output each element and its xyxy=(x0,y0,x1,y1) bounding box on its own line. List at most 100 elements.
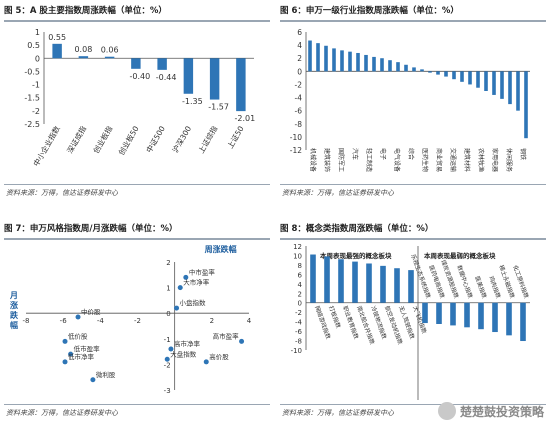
data-label: 0.06 xyxy=(101,46,119,55)
bar xyxy=(516,71,520,111)
point-label: 小盘指数 xyxy=(180,298,207,307)
bar xyxy=(78,56,89,59)
data-label: 0.08 xyxy=(74,45,92,54)
data-label: -2.01 xyxy=(235,114,256,123)
data-label: -1.35 xyxy=(182,97,203,106)
bar xyxy=(408,270,414,303)
y-axis-title-char: 幅 xyxy=(10,320,18,330)
group-label-strong: 本周表现最强的概念板块 xyxy=(320,251,392,260)
source-divider xyxy=(4,404,270,405)
y-tick-label: -4 xyxy=(295,319,303,327)
y-tick-label: 6 xyxy=(298,271,303,279)
chart-panel-6: 图 6：申万一级行业指数周涨跌幅（单位：%） 6 4 2 0 -2 -4 -6 -8 -10 -1… xyxy=(280,4,546,200)
bar xyxy=(310,254,316,303)
bar xyxy=(444,71,448,77)
x-tick-label: -4 xyxy=(97,317,105,325)
title-divider xyxy=(280,238,546,240)
bar xyxy=(476,71,480,88)
scatter-point xyxy=(75,314,81,320)
scatter-point xyxy=(68,351,74,357)
x-tick-label: -8 xyxy=(23,317,30,325)
scatter-point xyxy=(164,356,170,362)
bar xyxy=(492,71,496,95)
x-tick-label: 轻工制造 xyxy=(365,148,373,172)
watermark-text: 楚楚鼓投资策略 xyxy=(459,404,544,419)
source-note: 资料来源：万得，信达证券研发中心 xyxy=(6,189,118,197)
y-tick-label: -10 xyxy=(290,133,302,142)
bar xyxy=(394,268,400,303)
watermark: 楚楚鼓投资策略 xyxy=(437,402,544,420)
bar xyxy=(450,302,456,326)
bar xyxy=(422,302,428,324)
data-label: -0.44 xyxy=(156,73,177,82)
y-tick-label: -2 xyxy=(164,361,171,369)
y-axis-title-char: 跌 xyxy=(10,310,19,320)
y-tick-label: -10 xyxy=(291,347,302,355)
x-tick-label: 创业板50 xyxy=(116,124,141,157)
y-tick-label: -2.5 xyxy=(24,120,40,129)
bar xyxy=(396,62,400,72)
scatter-point xyxy=(174,305,180,311)
scatter-point xyxy=(90,377,96,383)
x-tick-label: 鸡肉指数 xyxy=(487,275,503,300)
point-label: 低市盈率 xyxy=(74,344,101,353)
bar xyxy=(183,58,194,94)
source-divider xyxy=(4,184,270,185)
bar xyxy=(500,71,504,99)
chart-title-8: 图 8：概念类指数周涨跌幅（单位：%） xyxy=(280,224,434,234)
bar xyxy=(352,261,358,303)
point-label: 大盘指数 xyxy=(170,349,197,358)
y-tick-label: -3 xyxy=(164,387,171,395)
scatter-point xyxy=(183,274,189,280)
chart-title-5: 图 5：A 股主要指数周涨跌幅（单位：%） xyxy=(4,6,167,16)
bar xyxy=(308,40,312,72)
source-divider xyxy=(280,404,546,405)
y-tick-label: 2 xyxy=(297,54,302,63)
y-tick-label: 8 xyxy=(298,262,302,270)
y-tick-label: 2 xyxy=(166,259,170,267)
bar xyxy=(131,58,141,69)
bar xyxy=(316,43,320,72)
scatter-point xyxy=(62,338,68,344)
point-label: 大市净率 xyxy=(183,278,210,287)
x-tick-label: -6 xyxy=(60,317,68,325)
x-tick-label: 机械设备 xyxy=(309,148,317,172)
x-tick-label: 医美指数 xyxy=(473,275,489,300)
y-tick-label: -2 xyxy=(295,80,303,89)
x-tick-label: 上证50 xyxy=(226,124,246,150)
x-tick-label: 电气设备 xyxy=(393,148,401,172)
bar xyxy=(356,52,360,72)
y-tick-label: 0 xyxy=(298,300,302,308)
bar xyxy=(209,58,220,100)
point-label: 高市盈率 xyxy=(213,331,240,340)
y-tick-label: -12 xyxy=(290,146,302,155)
chart-panel-5: 图 5：A 股主要指数周涨跌幅（单位：%） 1 0.5 0 -0.5 -1 -1.5 -2 -… xyxy=(4,4,270,200)
bar xyxy=(348,51,352,72)
y-axis-title-char: 月 xyxy=(9,291,18,300)
x-tick-label: 电子 xyxy=(379,148,387,160)
x-tick-label: 中小企业指数 xyxy=(31,124,62,168)
bar xyxy=(52,43,62,59)
y-tick-label: 0 xyxy=(297,67,302,76)
x-tick-label: 沪深300 xyxy=(170,124,193,155)
bar xyxy=(157,58,167,70)
source-note: 资料来源：万得，信达证券研发中心 xyxy=(282,189,394,197)
y-tick-label: 2 xyxy=(298,290,302,298)
chart-panel-8: 图 8：概念类指数周涨跌幅（单位：%） 12 10 8 6 4 2 0 -2 -4 -6 -8 -10… xyxy=(280,222,546,418)
x-tick-label: 中证500 xyxy=(144,124,167,155)
bar xyxy=(324,256,330,303)
y-tick-label: 4 xyxy=(298,281,303,289)
group-label-weak: 本周表现最弱的概念板块 xyxy=(424,251,496,260)
x-tick-label: 医药生物 xyxy=(421,148,429,172)
y-tick-label: 1 xyxy=(166,285,170,293)
x-tick-label: 2 xyxy=(210,317,214,325)
y-tick-label: 12 xyxy=(293,243,302,251)
x-tick-label: -2 xyxy=(134,317,141,325)
x-tick-label: 创业板指 xyxy=(91,124,115,155)
y-tick-label: 1 xyxy=(35,28,40,37)
y-tick-label: -1 xyxy=(32,81,40,90)
bar xyxy=(324,45,328,72)
y-tick-label: 4 xyxy=(297,41,302,50)
x-tick-label: 商业贸易 xyxy=(435,148,443,172)
point-label: 高市净率 xyxy=(174,339,201,348)
